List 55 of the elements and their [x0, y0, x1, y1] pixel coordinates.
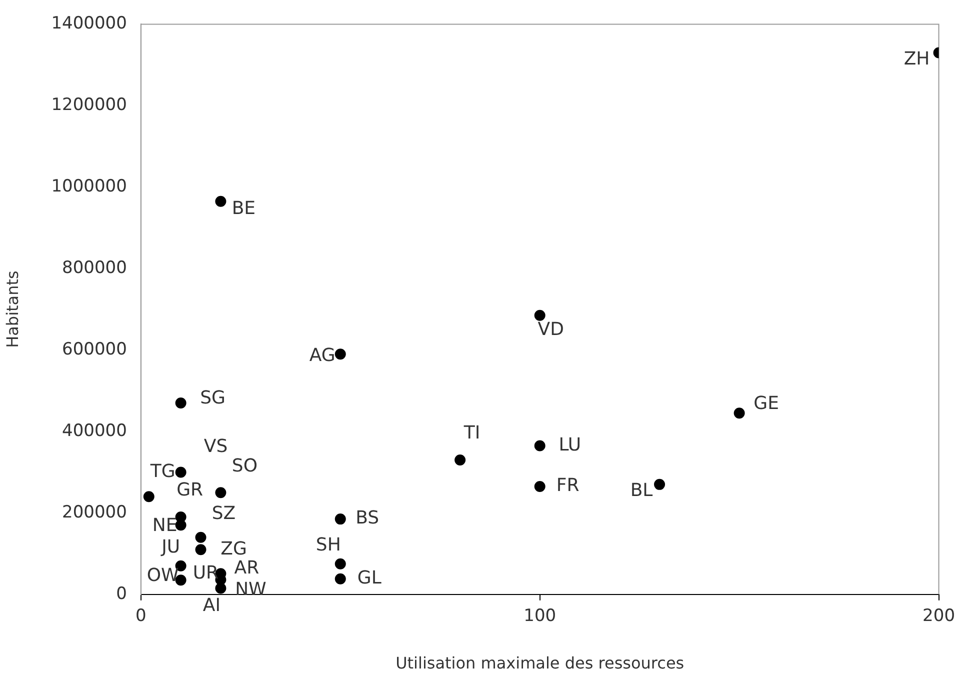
y-tick-label: 1200000: [51, 95, 127, 116]
point: [534, 310, 546, 321]
annotation: GR: [176, 480, 204, 501]
point: [215, 196, 226, 207]
y-tick-label: 400000: [62, 420, 127, 441]
annotation: LU: [558, 434, 581, 456]
point: [334, 558, 346, 570]
point: [195, 532, 206, 543]
point: [143, 491, 154, 502]
point: [334, 514, 346, 525]
annotation: SG: [200, 388, 226, 409]
annotation: SH: [316, 534, 341, 556]
point: [175, 397, 186, 408]
annotation: BE: [232, 198, 256, 220]
annotation: ZG: [220, 538, 247, 560]
x-tick-label: 100: [524, 606, 556, 626]
point: [195, 544, 206, 556]
point: [215, 487, 226, 498]
y-tick-label: 200000: [62, 502, 127, 522]
annotation: AG: [309, 344, 336, 366]
point: [175, 466, 186, 478]
annotation: SO: [232, 455, 258, 476]
annotation: FR: [556, 475, 580, 496]
annotation: GL: [357, 568, 382, 589]
annotation: TI: [462, 422, 480, 444]
point: [334, 573, 346, 584]
annotation: OW: [146, 564, 179, 586]
point: [734, 408, 745, 419]
point: [534, 440, 546, 452]
y-tick-label: 1000000: [51, 176, 127, 197]
annotation: BS: [356, 508, 380, 529]
point: [654, 478, 666, 490]
annotation: ZH: [904, 48, 930, 70]
annotation: AR: [234, 557, 260, 578]
x-tick-label: 0: [135, 606, 146, 626]
annotation: VS: [204, 436, 228, 457]
annotation: GE: [754, 392, 779, 414]
y-tick-label: 600000: [62, 339, 127, 360]
annotation: NE: [152, 514, 178, 536]
x-tick-label: 200: [922, 606, 956, 626]
point: [534, 480, 546, 492]
point: [215, 582, 226, 594]
annotation: SZ: [212, 503, 236, 524]
y-tick-label: 0: [116, 584, 127, 604]
x-axis-title: Utilisation maximale des ressources: [396, 654, 684, 673]
annotation: VD: [538, 319, 564, 340]
point: [334, 348, 346, 360]
annotation: AI: [202, 594, 221, 616]
point: [454, 454, 466, 466]
y-tick-label: 800000: [62, 258, 127, 278]
annotation: JU: [160, 536, 180, 558]
y-tick-label: 1400000: [51, 14, 127, 34]
annotation: TG: [149, 460, 176, 482]
y-axis-title: Habitants: [2, 270, 22, 348]
annotation: BL: [630, 480, 653, 502]
